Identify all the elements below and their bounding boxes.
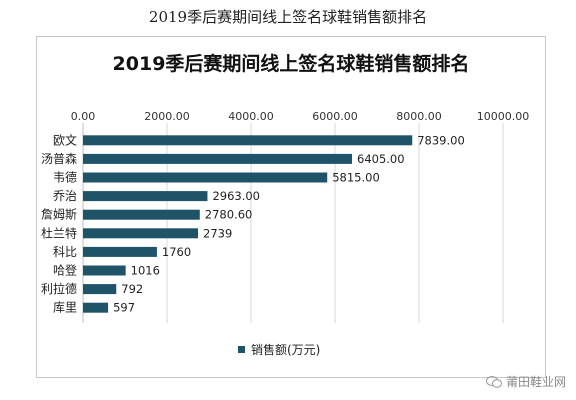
value-labels: 7839.00 6405.00 5815.00 2963.00 2780.60 2739 1… [113,133,465,314]
value-label: 597 [113,301,135,315]
legend-label: 销售额(万元) [251,342,320,357]
x-tick-label: 10000.00 [477,110,530,123]
category-label: 利拉德 [41,281,77,296]
category-label: 科比 [53,245,77,259]
category-label: 哈登 [53,263,77,278]
bar [83,135,413,146]
value-label: 6405.00 [357,152,405,166]
x-tick-label: 0.00 [71,110,96,123]
bar [83,191,208,202]
legend-swatch [238,346,245,353]
category-label: 乔治 [53,189,77,203]
watermark-text: 莆田鞋业网 [505,375,566,389]
value-label: 2739 [203,226,232,240]
category-label: 汤普森 [41,151,77,166]
bars [83,135,413,313]
page-caption: 2019季后赛期间线上签名球鞋销售额排名 [148,8,428,26]
bar [83,228,199,239]
x-tick-label: 6000.00 [312,110,358,123]
x-axis-ticks: 0.00 2000.00 4000.00 6000.00 8000.00 10000.00 [71,110,530,123]
bar-chart: 2019季后赛期间线上签名球鞋销售额排名 0.00 2000.00 4000.00 6… [41,52,530,357]
wechat-icon [485,375,502,388]
value-label: 2780.60 [205,208,253,222]
x-tick-label: 8000.00 [396,110,442,123]
category-label: 库里 [53,300,77,315]
bar [83,153,353,164]
value-label: 792 [121,282,143,296]
grid-lines [82,123,504,323]
bar [83,209,200,220]
category-label: 韦德 [53,170,77,185]
bar [83,265,126,276]
chart-frame: 2019季后赛期间线上签名球鞋销售额排名 0.00 2000.00 4000.00 6… [36,36,546,378]
category-label: 杜兰特 [41,225,77,240]
bar [83,172,328,183]
value-label: 1760 [162,245,191,259]
value-label: 7839.00 [417,133,465,147]
value-label: 2963.00 [212,189,260,203]
watermark: 莆田鞋业网 [485,373,566,390]
chart-title: 2019季后赛期间线上签名球鞋销售额排名 [113,52,470,75]
value-label: 1016 [131,264,160,278]
category-label: 欧文 [53,132,77,147]
legend: 销售额(万元) [238,342,320,357]
bar [83,302,109,313]
bar [83,284,117,295]
bar [83,246,157,257]
value-label: 5815.00 [332,171,380,185]
category-label: 詹姆斯 [41,208,77,222]
x-tick-label: 4000.00 [228,110,274,123]
x-tick-label: 2000.00 [144,110,190,123]
